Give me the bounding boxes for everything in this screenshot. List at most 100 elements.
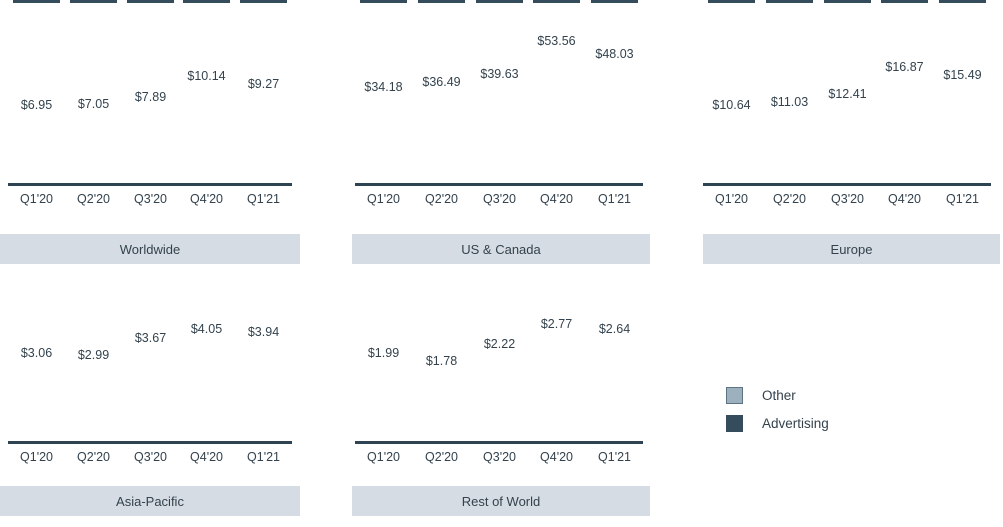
bar-total-label: $3.06	[20, 346, 53, 360]
panel-title-label: Asia-Pacific	[116, 493, 184, 509]
bar-segment-advertising[interactable]: $0.21$10.43	[708, 0, 755, 3]
bar-total-label: $34.18	[364, 80, 403, 94]
plot-area: $0.21$10.43 $10.64 Q1'20 $0.22$10.81 $11.03 Q…	[703, 0, 991, 206]
x-tick-label: Q2'20	[425, 192, 458, 206]
x-tick-label: Q3'20	[483, 192, 516, 206]
chart-panel: $0.01$1.98 $1.99 Q1'20 $0.02$1.77 $1.78 Q2'20…	[355, 0, 643, 464]
bar-total-label: $2.77	[540, 317, 573, 331]
chart-panel: $0.12$6.84$6.95Q1'20$0.14$6.91$7.05Q2'20…	[8, 0, 292, 206]
bar-segment-advertising[interactable]: $0.02$1.77	[418, 0, 465, 3]
x-tick-label: Q2'20	[425, 450, 458, 464]
plot-area: $0.12$6.84$6.95Q1'20$0.14$6.91$7.05Q2'20…	[8, 0, 292, 206]
x-tick-label: Q2'20	[77, 450, 110, 464]
bar-total-label: $11.03	[770, 95, 809, 109]
x-tick-label: Q1'21	[598, 192, 631, 206]
x-tick-label: Q1'21	[247, 192, 280, 206]
stacked-bar[interactable]: $0.03$2.96	[70, 0, 117, 3]
stacked-bar[interactable]: $0.02$2.62	[591, 0, 638, 3]
stacked-bar[interactable]: $0.08$3.98	[183, 0, 230, 3]
panel-title-strip: Asia-Pacific	[0, 486, 300, 516]
stacked-bar[interactable]: $0.02$2.20	[476, 0, 523, 3]
x-axis-line	[703, 183, 991, 186]
panel-title-label: US & Canada	[461, 241, 541, 257]
stacked-bar[interactable]: $0.04$3.90	[240, 0, 287, 3]
plot-area: $0.73$33.45$34.18Q1'20$0.91$35.58$36.49Q…	[355, 0, 643, 206]
bar-total-label: $2.99	[77, 348, 110, 362]
x-tick-label: Q1'20	[20, 450, 53, 464]
panel-title-strip: Rest of World	[352, 486, 650, 516]
bar-segment-advertising[interactable]: $0.04$3.90	[240, 0, 287, 3]
x-tick-label: Q1'20	[715, 192, 748, 206]
legend-label-other: Other	[762, 387, 796, 403]
bar-total-label: $48.03	[595, 47, 634, 61]
bar-segment-advertising[interactable]: $0.36$15.13	[939, 0, 986, 3]
bar-segment-advertising[interactable]: $0.02$2.20	[476, 0, 523, 3]
chart-panel: $0.02$3.04 $3.06 Q1'20 $0.03$2.96 $2.99 Q2'20…	[8, 0, 292, 464]
x-axis-line	[355, 441, 643, 444]
bar-total-label: $3.67	[134, 331, 167, 345]
bar-segment-advertising[interactable]: $0.22$10.81	[766, 0, 813, 3]
legend-label-advertising: Advertising	[762, 415, 829, 431]
x-tick-label: Q4'20	[190, 450, 223, 464]
stacked-bar[interactable]: $0.21$10.43	[708, 0, 755, 3]
bar-total-label: $4.05	[190, 322, 223, 336]
stacked-bar[interactable]: $0.02$3.64	[127, 0, 174, 3]
x-tick-label: Q2'20	[77, 192, 110, 206]
plot-area: $0.01$1.98 $1.99 Q1'20 $0.02$1.77 $1.78 Q2'20…	[355, 0, 643, 464]
bar-segment-advertising[interactable]: $0.45$16.41	[881, 0, 928, 3]
x-tick-label: Q4'20	[540, 192, 573, 206]
bar-segment-advertising[interactable]: $0.02$2.62	[591, 0, 638, 3]
bar-segment-advertising[interactable]: $0.01$1.98	[360, 0, 407, 3]
x-tick-label: Q3'20	[831, 192, 864, 206]
plot-area: $0.02$3.04 $3.06 Q1'20 $0.03$2.96 $2.99 Q2'20…	[8, 0, 292, 464]
bar-segment-advertising[interactable]: $0.08$3.98	[183, 0, 230, 3]
x-axis-line	[8, 441, 292, 444]
x-tick-label: Q1'20	[367, 192, 400, 206]
legend-swatch-advertising-icon	[726, 414, 743, 432]
bar-segment-advertising[interactable]: $0.02$3.04	[13, 0, 60, 3]
bar-total-label: $36.49	[422, 75, 461, 89]
stacked-bar[interactable]: $0.02$1.77	[418, 0, 465, 3]
x-tick-label: Q3'20	[483, 450, 516, 464]
x-axis-line	[355, 183, 643, 186]
bar-total-label: $53.56	[537, 34, 576, 48]
bar-total-label: $7.89	[134, 90, 167, 104]
bar-total-label: $10.64	[712, 98, 751, 112]
chart-legend: Other Advertising	[726, 381, 829, 437]
bar-total-label: $9.27	[247, 77, 280, 91]
x-tick-label: Q2'20	[773, 192, 806, 206]
bar-total-label: $16.87	[885, 60, 924, 74]
bar-segment-advertising[interactable]: $0.13$12.28	[824, 0, 871, 3]
x-tick-label: Q1'21	[247, 450, 280, 464]
bar-total-label: $2.64	[598, 322, 631, 336]
stacked-bar[interactable]: $0.02$3.04	[13, 0, 60, 3]
bar-segment-advertising[interactable]: $0.03$2.96	[70, 0, 117, 3]
legend-swatch-other-icon	[726, 386, 743, 404]
bar-total-label: $10.14	[187, 69, 226, 83]
bar-total-label: $3.94	[247, 325, 280, 339]
bar-segment-advertising[interactable]: $0.02$3.64	[127, 0, 174, 3]
stacked-bar[interactable]: $0.36$15.13	[939, 0, 986, 3]
stacked-bar[interactable]: $0.01$1.98	[360, 0, 407, 3]
legend-item-advertising[interactable]: Advertising	[726, 409, 829, 437]
stacked-bar[interactable]: $0.22$10.81	[766, 0, 813, 3]
x-axis-line	[8, 183, 292, 186]
bar-segment-advertising[interactable]: $0.02$2.75	[533, 0, 580, 3]
bar-total-label: $39.63	[480, 67, 519, 81]
x-tick-label: Q1'20	[20, 192, 53, 206]
stacked-bar[interactable]: $0.45$16.41	[881, 0, 928, 3]
legend-item-other[interactable]: Other	[726, 381, 829, 409]
stacked-bar[interactable]: $0.02$2.75	[533, 0, 580, 3]
x-tick-label: Q3'20	[134, 192, 167, 206]
panel-title-label: Europe	[830, 241, 873, 257]
x-tick-label: Q1'20	[367, 450, 400, 464]
chart-panel: $0.21$10.43 $10.64 Q1'20 $0.22$10.81 $11.03 Q…	[703, 0, 991, 206]
panel-title-label: Rest of World	[461, 493, 541, 509]
panel-title-strip: US & Canada	[352, 234, 650, 264]
bar-total-label: $1.99	[367, 346, 400, 360]
x-tick-label: Q1'21	[598, 450, 631, 464]
panel-title-label: Worldwide	[119, 241, 181, 257]
bar-total-label: $6.95	[20, 98, 53, 112]
stacked-bar[interactable]: $0.13$12.28	[824, 0, 871, 3]
